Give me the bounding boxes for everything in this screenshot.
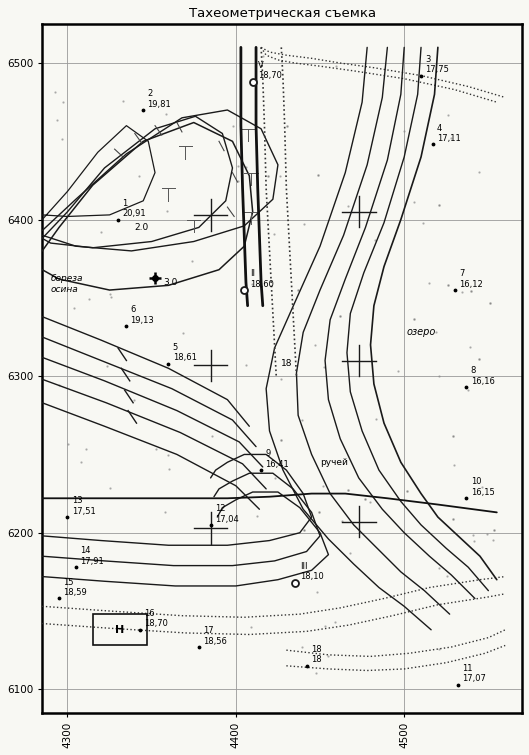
Text: 7
16,12: 7 16,12 [459,270,482,288]
Text: 17
18,56: 17 18,56 [203,626,227,646]
Text: 9
16,41: 9 16,41 [265,449,289,469]
Text: 16
18,70: 16 18,70 [144,609,168,628]
Text: ручей: ручей [320,458,348,467]
Text: 12
17,04: 12 17,04 [215,504,239,523]
Text: береза
осина: береза осина [51,274,83,294]
Text: Н: Н [115,625,124,635]
Text: 4
17,11: 4 17,11 [437,124,461,143]
Text: 2
19,81: 2 19,81 [148,89,171,109]
Text: 18: 18 [280,359,292,368]
Text: 6
19,13: 6 19,13 [131,305,154,325]
Text: 11
17,07: 11 17,07 [462,664,486,683]
Text: 14
17,91: 14 17,91 [80,547,104,565]
Text: 15
18,59: 15 18,59 [63,578,87,597]
Text: 5
18,61: 5 18,61 [172,343,197,362]
Text: озеро: озеро [406,328,436,337]
Bar [93,614,147,646]
Text: II
18,60: II 18,60 [250,270,273,288]
Text: 8
16,16: 8 16,16 [471,366,495,386]
Text: 1
20,91: 1 20,91 [122,199,146,218]
Text: 2.0: 2.0 [135,223,149,232]
Text: 3.0: 3.0 [163,278,178,287]
Text: V
18,70: V 18,70 [258,61,282,81]
Text: 18
18: 18 18 [311,645,321,664]
Title: Тахеометрическая съемка: Тахеометрическая съемка [188,7,376,20]
Text: III
18,10: III 18,10 [300,562,324,581]
Text: 3
17,75: 3 17,75 [425,55,449,74]
Text: 13
17,51: 13 17,51 [71,496,95,516]
Text: 10
16,15: 10 16,15 [471,477,495,497]
